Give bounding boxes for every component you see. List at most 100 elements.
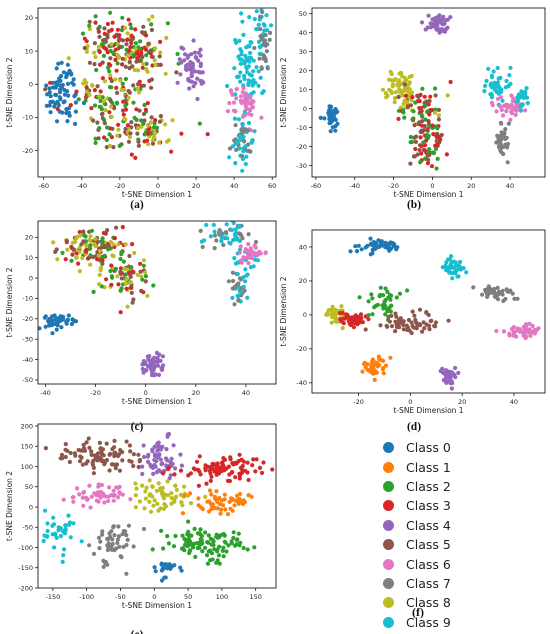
data-point bbox=[56, 525, 61, 530]
data-point bbox=[357, 295, 362, 300]
data-point bbox=[110, 20, 115, 25]
data-point bbox=[216, 553, 222, 558]
data-point bbox=[210, 542, 215, 547]
data-point bbox=[56, 79, 61, 84]
data-point bbox=[242, 76, 247, 82]
data-point bbox=[370, 312, 375, 317]
data-point bbox=[77, 492, 82, 497]
data-point bbox=[99, 245, 104, 250]
data-point bbox=[109, 274, 114, 279]
data-point bbox=[241, 255, 246, 260]
data-point bbox=[334, 309, 339, 314]
data-point bbox=[370, 296, 375, 301]
data-point bbox=[70, 252, 75, 257]
data-point bbox=[84, 89, 90, 94]
data-point bbox=[382, 303, 387, 308]
legend-caption: (f) bbox=[412, 605, 424, 619]
data-point bbox=[227, 146, 233, 151]
data-point bbox=[385, 324, 390, 329]
data-point bbox=[500, 288, 505, 293]
data-point bbox=[248, 95, 253, 100]
data-point bbox=[369, 292, 374, 297]
data-point bbox=[248, 128, 253, 133]
data-point bbox=[198, 527, 203, 532]
data-point bbox=[444, 380, 449, 385]
data-point bbox=[141, 454, 147, 460]
x-tick-label: 20 bbox=[192, 389, 200, 397]
data-point bbox=[115, 537, 120, 542]
data-point bbox=[405, 288, 410, 293]
data-point bbox=[240, 463, 245, 468]
data-point bbox=[150, 547, 155, 552]
data-point bbox=[166, 431, 172, 437]
data-point bbox=[197, 454, 202, 459]
data-point bbox=[191, 38, 196, 43]
data-point bbox=[106, 244, 111, 249]
data-point bbox=[419, 20, 425, 25]
data-point bbox=[103, 108, 108, 113]
data-point bbox=[242, 97, 247, 102]
data-point bbox=[102, 121, 107, 126]
data-point bbox=[214, 472, 219, 477]
data-point bbox=[125, 31, 130, 36]
data-point bbox=[244, 154, 249, 159]
data-point bbox=[44, 83, 49, 88]
data-point bbox=[97, 272, 102, 277]
data-point bbox=[125, 123, 130, 128]
data-point bbox=[91, 289, 96, 294]
data-point bbox=[102, 460, 108, 465]
legend-item: Class 1 bbox=[383, 457, 451, 476]
data-point bbox=[54, 119, 60, 124]
data-point bbox=[97, 49, 102, 55]
y-tick-label: -10 bbox=[22, 114, 33, 122]
data-point bbox=[249, 494, 254, 499]
data-point bbox=[146, 127, 151, 132]
data-point bbox=[98, 539, 103, 544]
data-point bbox=[337, 311, 343, 316]
data-point bbox=[70, 495, 75, 500]
data-point bbox=[370, 251, 375, 256]
data-point bbox=[389, 293, 394, 298]
x-tick-label: -60 bbox=[38, 182, 49, 190]
data-point bbox=[148, 120, 153, 125]
data-point bbox=[436, 117, 441, 122]
data-point bbox=[82, 78, 87, 83]
legend-marker bbox=[383, 539, 394, 551]
data-point bbox=[434, 21, 439, 26]
data-point bbox=[370, 364, 375, 369]
y-tick-label: 0 bbox=[29, 503, 33, 511]
data-point bbox=[173, 466, 178, 471]
data-point bbox=[392, 100, 397, 105]
data-point bbox=[215, 558, 220, 563]
data-point bbox=[222, 457, 228, 462]
data-point bbox=[237, 452, 242, 457]
data-point bbox=[112, 438, 117, 443]
data-point bbox=[257, 465, 263, 470]
data-point bbox=[217, 561, 222, 566]
data-point bbox=[65, 62, 70, 67]
data-point bbox=[238, 94, 244, 99]
data-point bbox=[420, 329, 425, 334]
data-point bbox=[230, 508, 235, 513]
data-point bbox=[120, 458, 125, 463]
data-point bbox=[164, 35, 169, 41]
data-point bbox=[129, 152, 134, 157]
data-point bbox=[81, 490, 87, 495]
data-point bbox=[387, 319, 392, 324]
data-point bbox=[372, 305, 377, 310]
x-axis-label: t-SNE Dimension 1 bbox=[122, 397, 192, 406]
data-point bbox=[205, 132, 210, 137]
data-point bbox=[171, 544, 177, 549]
data-point bbox=[231, 278, 236, 284]
data-point bbox=[179, 500, 184, 505]
data-point bbox=[94, 67, 99, 73]
data-point bbox=[109, 462, 115, 467]
legend-label: Class 7 bbox=[406, 575, 451, 591]
data-point bbox=[77, 249, 82, 254]
data-point bbox=[187, 86, 192, 91]
data-point bbox=[425, 128, 430, 133]
x-tick-label: 0 bbox=[152, 593, 156, 601]
data-point bbox=[195, 545, 200, 551]
data-point bbox=[425, 161, 431, 166]
data-point bbox=[89, 494, 94, 499]
